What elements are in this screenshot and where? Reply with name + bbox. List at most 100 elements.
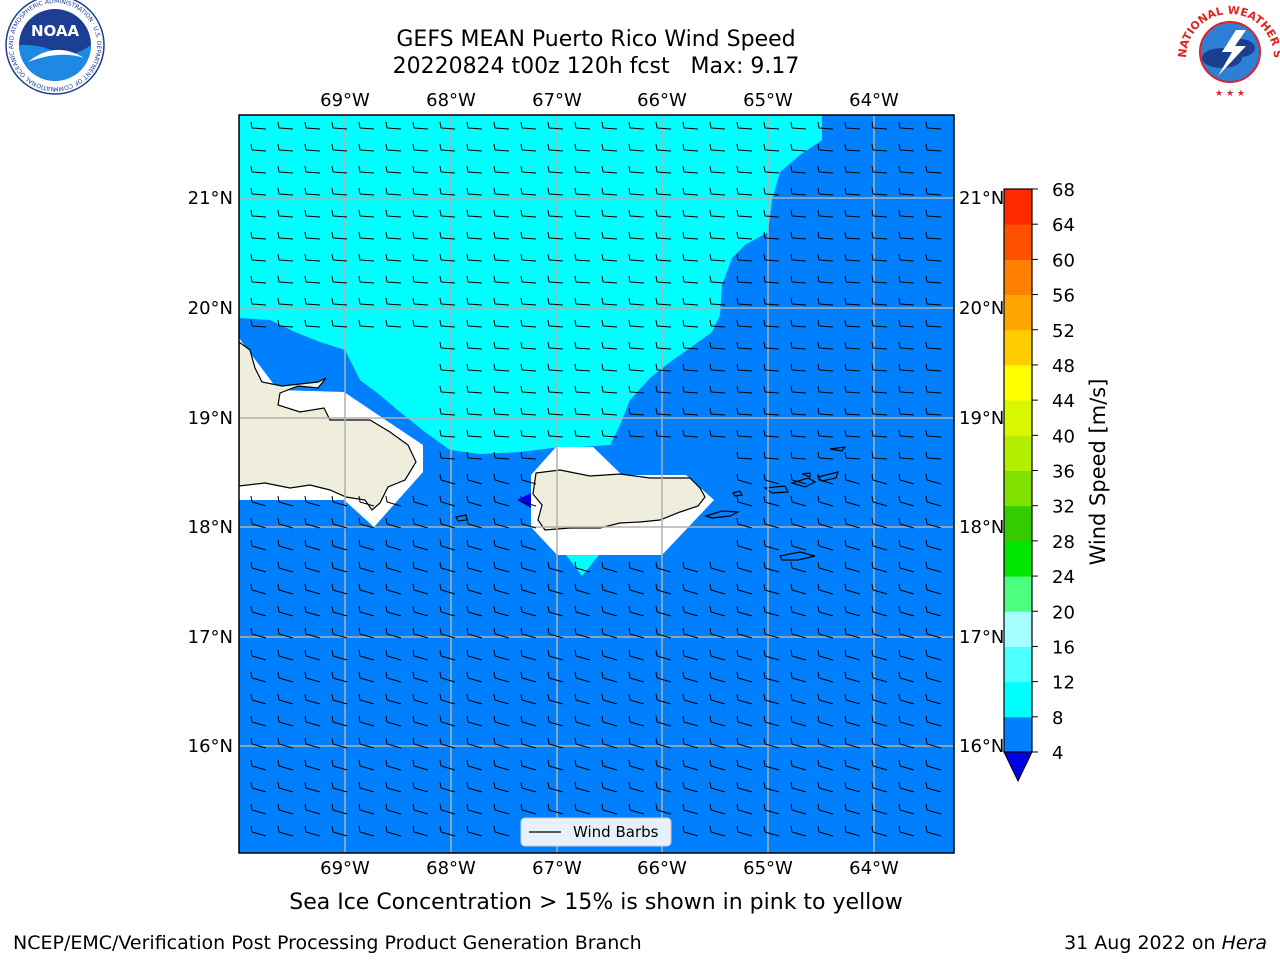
colorbar-cell — [1004, 611, 1032, 647]
wind-barb — [601, 649, 618, 661]
lon-label-top: 69°W — [320, 90, 370, 111]
wind-barb — [439, 385, 456, 394]
wind-barb — [709, 759, 726, 771]
wind-barb — [709, 319, 726, 328]
wind-barb — [277, 759, 294, 771]
wind-barb — [601, 561, 618, 573]
wind-barb — [817, 803, 834, 815]
wind-barb — [547, 275, 564, 284]
wind-barb — [898, 605, 915, 617]
wind-barb — [871, 825, 888, 837]
lat-label-left: 20°N — [188, 298, 233, 319]
wind-barb — [709, 341, 726, 350]
wind-barb — [520, 429, 537, 438]
wind-barb — [520, 253, 537, 262]
wind-barb — [817, 693, 834, 705]
wind-barb — [520, 517, 537, 529]
wind-barb — [871, 605, 888, 617]
wind-barb — [763, 803, 780, 815]
wind-barb — [304, 561, 321, 573]
wind-barb — [790, 583, 807, 595]
wind-barb — [817, 561, 834, 573]
wind-barb — [790, 297, 807, 306]
wind-barb — [898, 451, 915, 460]
map-area[interactable] — [239, 115, 954, 853]
wind-barb — [412, 231, 429, 240]
wind-barb — [844, 297, 861, 306]
wind-barb — [574, 429, 591, 438]
wind-barb — [628, 231, 645, 240]
wind-barb — [250, 825, 267, 837]
wind-barb — [547, 385, 564, 394]
wind-barb — [763, 209, 780, 218]
wind-barb — [277, 165, 294, 174]
legend-label: Wind Barbs — [573, 823, 659, 841]
wind-barb — [439, 495, 456, 507]
wind-barb — [709, 583, 726, 595]
wind-barb — [709, 297, 726, 306]
wind-barb — [844, 165, 861, 174]
wind-barb — [412, 495, 429, 507]
wind-barb — [817, 253, 834, 262]
wind-barb — [844, 737, 861, 749]
wind-barb — [655, 209, 672, 218]
wind-barb — [574, 165, 591, 174]
wind-barb — [439, 759, 456, 771]
wind-barb — [709, 253, 726, 262]
wind-barb — [763, 605, 780, 617]
wind-barb — [925, 803, 942, 815]
wind-barb — [304, 517, 321, 529]
wind-barb — [439, 143, 456, 152]
wind-barb — [817, 759, 834, 771]
wind-barb — [709, 429, 726, 438]
wind-barb — [763, 253, 780, 262]
wind-barb — [925, 781, 942, 793]
wind-barb — [304, 671, 321, 683]
wind-barb — [682, 319, 699, 328]
wind-barb — [250, 539, 267, 551]
wind-barb — [601, 121, 618, 130]
lon-label-top: 65°W — [743, 90, 793, 111]
wind-barb — [385, 627, 402, 639]
wind-barb — [250, 583, 267, 595]
wind-barb — [385, 495, 402, 507]
wind-barb — [790, 715, 807, 727]
wind-barb — [709, 825, 726, 837]
wind-barb — [655, 341, 672, 350]
wind-barb — [871, 165, 888, 174]
wind-barb — [817, 539, 834, 551]
wind-barb — [817, 341, 834, 350]
colorbar-cell — [1004, 259, 1032, 296]
wind-barb — [358, 209, 375, 218]
wind-barb — [574, 649, 591, 661]
wind-barb — [817, 671, 834, 683]
wind-barb — [277, 495, 294, 507]
lat-label-right: 17°N — [959, 627, 1004, 648]
wind-barb — [466, 165, 483, 174]
wind-barb — [898, 121, 915, 130]
wind-barb — [331, 561, 348, 573]
wind-barb — [520, 605, 537, 617]
wind-barb — [547, 803, 564, 815]
wind-barb — [412, 627, 429, 639]
wind-barb — [925, 495, 942, 507]
wind-barb — [574, 605, 591, 617]
wind-barb — [790, 759, 807, 771]
wind-barb — [439, 649, 456, 661]
wind-barb — [574, 803, 591, 815]
wind-barb — [898, 627, 915, 639]
wind-barb — [844, 319, 861, 328]
wind-barb — [547, 319, 564, 328]
wind-barb — [817, 363, 834, 372]
wind-barb — [574, 737, 591, 749]
wind-barb — [385, 275, 402, 284]
wind-barb — [601, 275, 618, 284]
footer-machine: Hera — [1221, 932, 1267, 954]
wind-barb — [628, 605, 645, 617]
wind-barb — [736, 473, 753, 485]
wind-barb — [925, 275, 942, 284]
wind-barb — [871, 429, 888, 438]
wind-barb — [682, 407, 699, 416]
wind-barb — [925, 319, 942, 328]
wind-barb — [763, 143, 780, 152]
